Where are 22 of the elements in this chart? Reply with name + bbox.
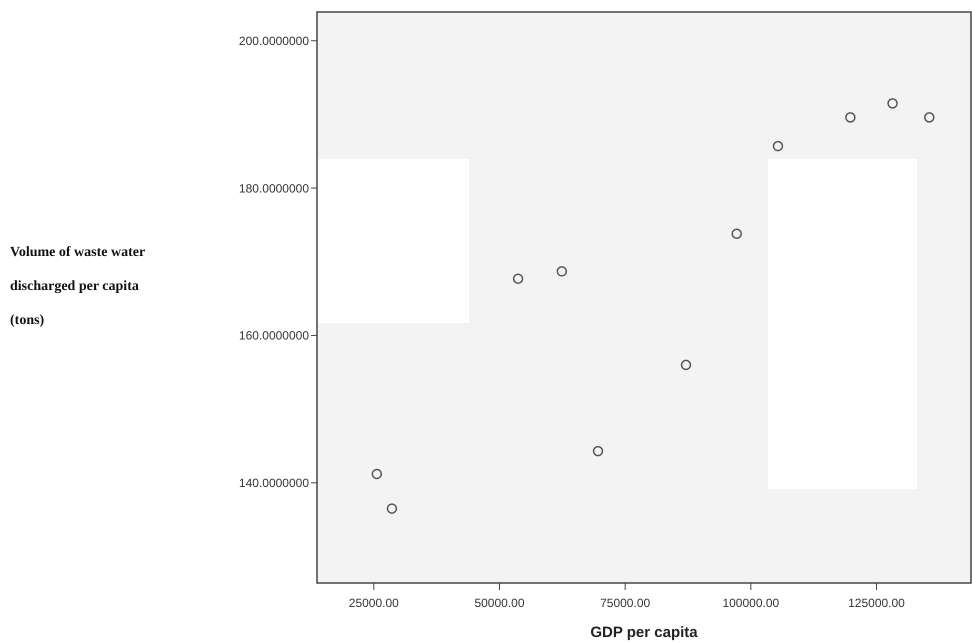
point [680,360,692,370]
point [556,266,568,277]
y-tick-label: 180.0000000 [238,181,310,196]
x-tick-label: 25000.00 [348,596,400,610]
y-tick-label: 140.0000000 [238,476,310,490]
point [924,112,935,123]
text: Volume of waste water discharged per capita (tons) [10,245,146,328]
x-tick-label: 125000.00 [848,596,906,610]
y-tick-label: 200.0000000 [238,34,310,48]
x-tick-label: 100000.00 [722,596,780,610]
x-tick-label: 50000.00 [474,596,525,610]
point [845,112,856,123]
y-tick-label: 160.0000000 [238,328,310,343]
point [592,446,604,456]
point [386,503,398,514]
point [887,98,898,109]
x-tick-label: 75000.00 [600,596,650,610]
x-axis-title: GDP per capita [590,624,698,641]
point [372,468,382,480]
point [772,140,784,152]
point [731,228,742,240]
point [512,273,524,284]
